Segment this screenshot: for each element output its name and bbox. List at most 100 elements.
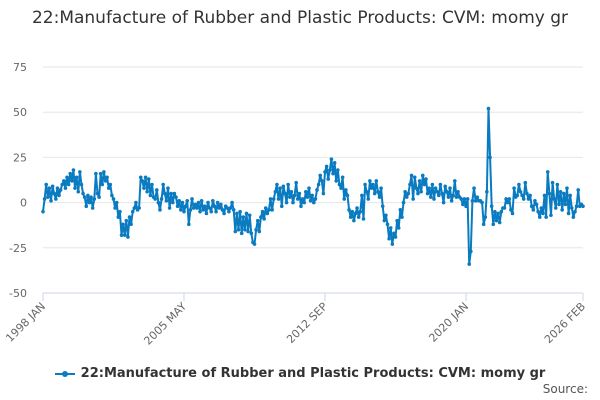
y-tick-label: 0 (20, 197, 27, 210)
data-point (461, 202, 465, 207)
data-point (57, 193, 61, 198)
data-point (523, 180, 528, 185)
data-point (496, 211, 500, 216)
data-point (187, 222, 191, 227)
data-point (185, 198, 190, 203)
data-point (395, 218, 399, 223)
data-point (480, 200, 484, 205)
data-point (363, 182, 367, 187)
data-point (483, 215, 488, 219)
data-point (491, 222, 496, 227)
data-point (241, 215, 246, 219)
data-point (352, 218, 356, 223)
data-point (518, 189, 523, 194)
data-point (182, 209, 186, 214)
data-point (414, 186, 419, 190)
data-point (183, 204, 188, 209)
data-point (372, 191, 377, 196)
data-point (334, 179, 339, 183)
data-point (174, 195, 178, 199)
data-point (257, 229, 262, 234)
data-point (287, 195, 292, 199)
data-point (533, 198, 537, 203)
data-point (295, 197, 300, 201)
data-point (244, 211, 249, 216)
data-point (481, 222, 486, 227)
data-point (263, 206, 268, 210)
data-point (134, 200, 138, 205)
data-point (534, 202, 539, 207)
data-point (444, 189, 449, 194)
data-point (467, 262, 472, 266)
data-point (398, 208, 403, 212)
data-point (73, 186, 77, 190)
data-point (549, 213, 553, 218)
data-point (283, 191, 287, 196)
data-point (571, 215, 576, 219)
data-point (170, 200, 175, 205)
data-point (119, 233, 124, 237)
data-point (430, 182, 435, 187)
data-point (108, 182, 113, 187)
data-point (58, 188, 63, 192)
data-point (360, 193, 364, 198)
source-label: Source: (542, 382, 588, 396)
data-point (489, 204, 494, 209)
data-point (446, 195, 451, 199)
data-point (408, 182, 412, 187)
data-point (369, 186, 374, 190)
y-tick-label: -50 (9, 287, 27, 300)
data-point (114, 200, 119, 205)
data-point (286, 182, 290, 187)
data-point (124, 218, 129, 223)
data-point (324, 164, 329, 169)
data-point (162, 191, 167, 196)
data-point (493, 209, 497, 214)
data-point (581, 204, 585, 209)
data-point (116, 215, 121, 219)
data-point (432, 197, 436, 201)
data-point (276, 197, 281, 201)
y-tick-label: -25 (9, 242, 27, 255)
data-point (529, 204, 534, 209)
data-point (166, 186, 170, 190)
data-point (159, 197, 164, 201)
data-point (177, 198, 182, 203)
data-point (453, 179, 457, 183)
data-point (66, 182, 71, 187)
legend-swatch (54, 370, 75, 377)
data-point (278, 186, 282, 190)
data-point (239, 231, 244, 236)
x-tick-label: 2012 SEP (284, 300, 330, 346)
data-point (167, 206, 172, 210)
data-point (82, 195, 87, 199)
data-point (279, 204, 284, 209)
data-point (54, 197, 58, 201)
data-point (312, 200, 316, 205)
data-point (89, 195, 93, 199)
legend[interactable]: 22:Manufacture of Rubber and Plastic Pro… (0, 366, 600, 381)
data-point (326, 177, 331, 181)
data-point (95, 191, 100, 196)
data-point (475, 195, 480, 199)
data-point (569, 206, 574, 210)
data-point (344, 188, 348, 192)
data-point (271, 197, 276, 201)
data-point (63, 186, 68, 190)
data-point (379, 186, 383, 190)
data-point (553, 206, 558, 210)
data-point (42, 197, 47, 201)
data-point (132, 206, 137, 210)
data-point (198, 209, 202, 214)
data-point (376, 189, 380, 194)
data-point (217, 206, 222, 210)
data-point (525, 191, 529, 196)
data-point (231, 208, 236, 212)
y-tick-label: 50 (13, 106, 27, 119)
data-point (422, 182, 427, 187)
data-point (199, 198, 204, 203)
data-point (146, 177, 151, 181)
data-point (300, 197, 305, 201)
data-point (238, 209, 242, 214)
